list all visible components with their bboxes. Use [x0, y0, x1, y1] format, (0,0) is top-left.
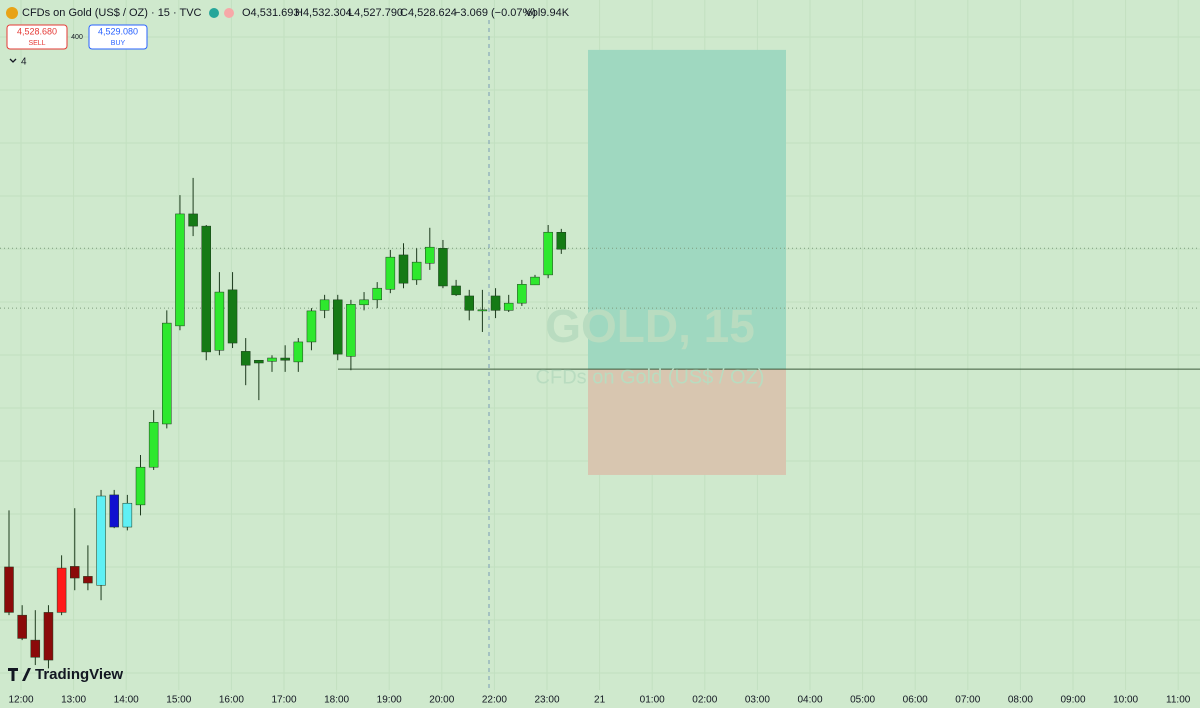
symbol[interactable]: CFDs on Gold (US$ / OZ) · 15 · TVC — [22, 7, 202, 19]
x-tick-label: 06:00 — [903, 695, 928, 706]
x-tick-label: 19:00 — [377, 695, 402, 706]
sell-price: 4,528.680 — [17, 26, 57, 36]
x-tick-label: 17:00 — [271, 695, 296, 706]
candle-body — [109, 494, 119, 528]
x-tick-label: 10:00 — [1113, 695, 1138, 706]
x-tick-label: 14:00 — [114, 695, 139, 706]
x-axis: 12:00 13:00 14:00 15:00 16:00 17:00 18:00 19:00… — [8, 695, 1190, 706]
candle-body — [240, 351, 251, 366]
ohlc-low: L4,527.790 — [348, 7, 403, 19]
candle-body — [122, 502, 133, 528]
candle-body — [319, 299, 330, 311]
candle-body — [372, 287, 382, 301]
candle-body — [385, 256, 396, 290]
indicator-count: 4 — [21, 57, 27, 68]
candle-body — [4, 566, 14, 613]
stop-zone — [588, 369, 786, 475]
candle-body — [70, 566, 80, 579]
candle-body — [530, 276, 540, 286]
x-tick-label: 15:00 — [166, 695, 191, 706]
x-tick-label: 03:00 — [745, 695, 770, 706]
x-tick-label: 11:00 — [1166, 695, 1191, 706]
candle-body — [162, 322, 172, 425]
x-tick-label: 12:00 — [8, 695, 33, 706]
logo: TradingView — [35, 666, 123, 683]
candle-body — [425, 246, 435, 264]
ohlc-close: C4,528.624 — [400, 7, 457, 19]
chevron[interactable] — [9, 58, 17, 63]
candle-body — [56, 567, 67, 613]
candle-body — [135, 466, 146, 506]
buy-button[interactable] — [88, 24, 148, 50]
sell-label: SELL — [28, 40, 45, 47]
candle-body — [148, 422, 159, 468]
candle-body — [477, 309, 488, 312]
x-tick-label: 07:00 — [955, 695, 980, 706]
candle-body — [17, 614, 27, 639]
candle-body — [43, 612, 54, 661]
candle-body — [280, 357, 290, 361]
grid — [0, 0, 1200, 690]
candle-body — [267, 357, 277, 362]
candle-body — [188, 213, 198, 227]
candle-body — [254, 359, 264, 364]
candle-body — [438, 248, 448, 287]
volume: Vol9.94K — [525, 7, 570, 19]
sell-button[interactable] — [6, 24, 68, 50]
candle-body — [227, 289, 238, 344]
x-tick-label: 18:00 — [324, 695, 349, 706]
x-tick-label: 05:00 — [850, 695, 875, 706]
plot — [0, 49, 1200, 669]
x-tick-label: 22:00 — [482, 695, 507, 706]
candle-body — [464, 295, 474, 311]
symbol-icon — [6, 7, 18, 19]
x-tick-label: 20:00 — [429, 695, 454, 706]
candle-body — [451, 285, 461, 296]
buy-price: 4,529.080 — [98, 26, 138, 36]
watermark-subtitle: CFDs on Gold (US$ / OZ) — [536, 366, 765, 388]
target-zone — [588, 49, 786, 370]
candle-body — [411, 261, 422, 281]
candle-body — [490, 295, 501, 311]
ohlc-change: −3.069 (−0.07%) — [454, 7, 536, 19]
candle-body — [30, 639, 41, 658]
x-tick-label: 08:00 — [1008, 695, 1033, 706]
x-tick-label: 04:00 — [797, 695, 822, 706]
watermark-title: GOLD, 15 — [545, 300, 755, 352]
buy-label: BUY — [111, 40, 126, 47]
ohlc-open: O4,531.693 — [242, 7, 300, 19]
x-tick-label: 09:00 — [1060, 695, 1085, 706]
spread: 400 — [71, 34, 83, 41]
status-icon — [224, 8, 234, 18]
status-icon — [209, 8, 219, 18]
logo-icon — [8, 668, 31, 681]
x-tick-label: 13:00 — [61, 695, 86, 706]
x-tick-label: 21 — [594, 695, 606, 706]
ohlc-high: H4,532.304 — [295, 7, 352, 19]
candle-body — [201, 225, 211, 353]
candle-body — [556, 232, 567, 250]
candle-body — [293, 341, 304, 363]
candle-body — [359, 299, 369, 306]
candle-body — [175, 213, 185, 327]
candle-body — [503, 302, 514, 311]
candle-body — [306, 310, 317, 343]
candle-body — [83, 576, 93, 584]
candle-body — [517, 284, 527, 304]
candle-body — [96, 495, 106, 586]
x-tick-label: 02:00 — [692, 695, 717, 706]
candle-body — [214, 291, 225, 351]
candle-body — [333, 299, 343, 355]
candle-body — [346, 304, 356, 357]
candle-body — [398, 254, 409, 284]
x-tick-label: 16:00 — [219, 695, 244, 706]
x-tick-label: 23:00 — [534, 695, 559, 706]
x-tick-label: 01:00 — [640, 695, 665, 706]
candle-body — [543, 231, 553, 276]
